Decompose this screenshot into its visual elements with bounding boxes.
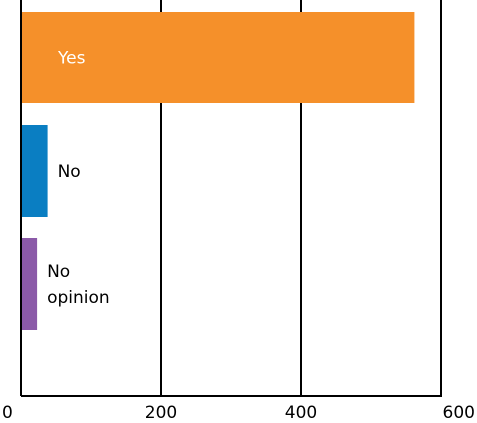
bars: Yes No No opinion: [21, 12, 415, 330]
axis: [20, 0, 442, 397]
bar-label-0: Yes: [57, 49, 86, 69]
x-tick-label-600: 600: [443, 403, 475, 423]
bar-1: [21, 125, 48, 217]
x-tick-label-200: 200: [145, 403, 177, 423]
bar-label-2: No opinion: [47, 262, 110, 308]
bar-2: [21, 238, 38, 330]
bar-label-1: No: [58, 162, 81, 182]
bar-0: [21, 12, 415, 103]
x-tick-label-400: 400: [285, 403, 317, 423]
tick-labels: 0 200 400 600: [2, 403, 475, 423]
x-tick-label-0: 0: [2, 403, 13, 423]
